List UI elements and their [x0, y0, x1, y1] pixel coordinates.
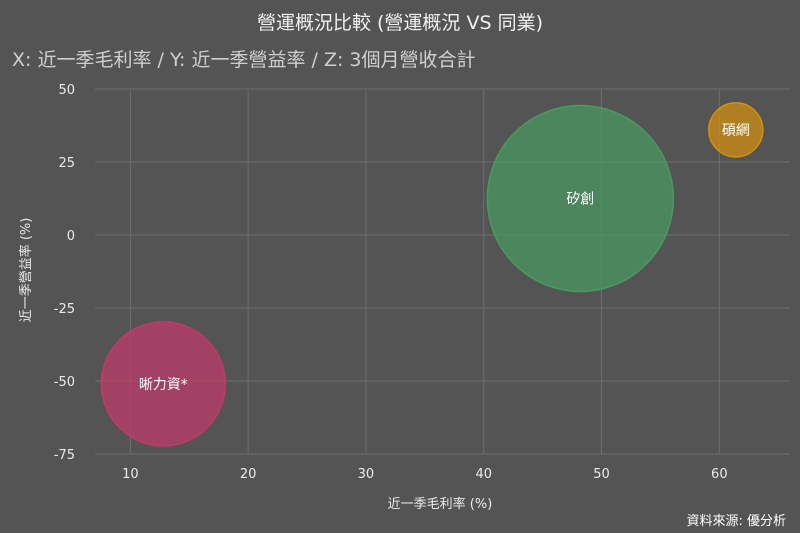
bubble-label: 矽創 [566, 192, 594, 208]
chart-title: 營運概況比較 (營運概況 VS 同業) [256, 12, 543, 34]
y-tick-label: 25 [58, 156, 75, 171]
bubble-label: 碩網 [722, 123, 750, 139]
bubble-label: 晰力資* [139, 377, 188, 393]
y-tick-label: -75 [54, 448, 75, 463]
x-tick-label: 30 [358, 467, 375, 482]
x-tick-label: 40 [475, 467, 492, 482]
y-tick-label: 0 [67, 229, 75, 244]
data-source: 資料來源: 優分析 [686, 514, 786, 529]
x-tick-label: 60 [711, 467, 728, 482]
y-tick-label: -25 [54, 302, 75, 317]
x-tick-label: 50 [593, 467, 610, 482]
bubble[interactable] [708, 102, 764, 158]
x-tick-label: 20 [240, 467, 257, 482]
bubble[interactable] [100, 321, 227, 447]
x-tick-label: 10 [122, 467, 139, 482]
x-axis-label: 近一季毛利率 (%) [388, 496, 493, 512]
bubble[interactable] [486, 104, 675, 293]
tick-labels: 50 25 0 -25 -50 -75 10 20 30 40 50 60 [54, 83, 728, 482]
y-tick-label: -50 [54, 375, 75, 390]
y-axis-label: 近一季營益率 (%) [18, 218, 34, 323]
bubbles: 晰力資* 矽創 碩網 [100, 102, 764, 447]
chart-subtitle: X: 近一季毛利率 / Y: 近一季營益率 / Z: 3個月營收合計 [12, 49, 476, 71]
y-tick-label: 50 [58, 83, 75, 98]
